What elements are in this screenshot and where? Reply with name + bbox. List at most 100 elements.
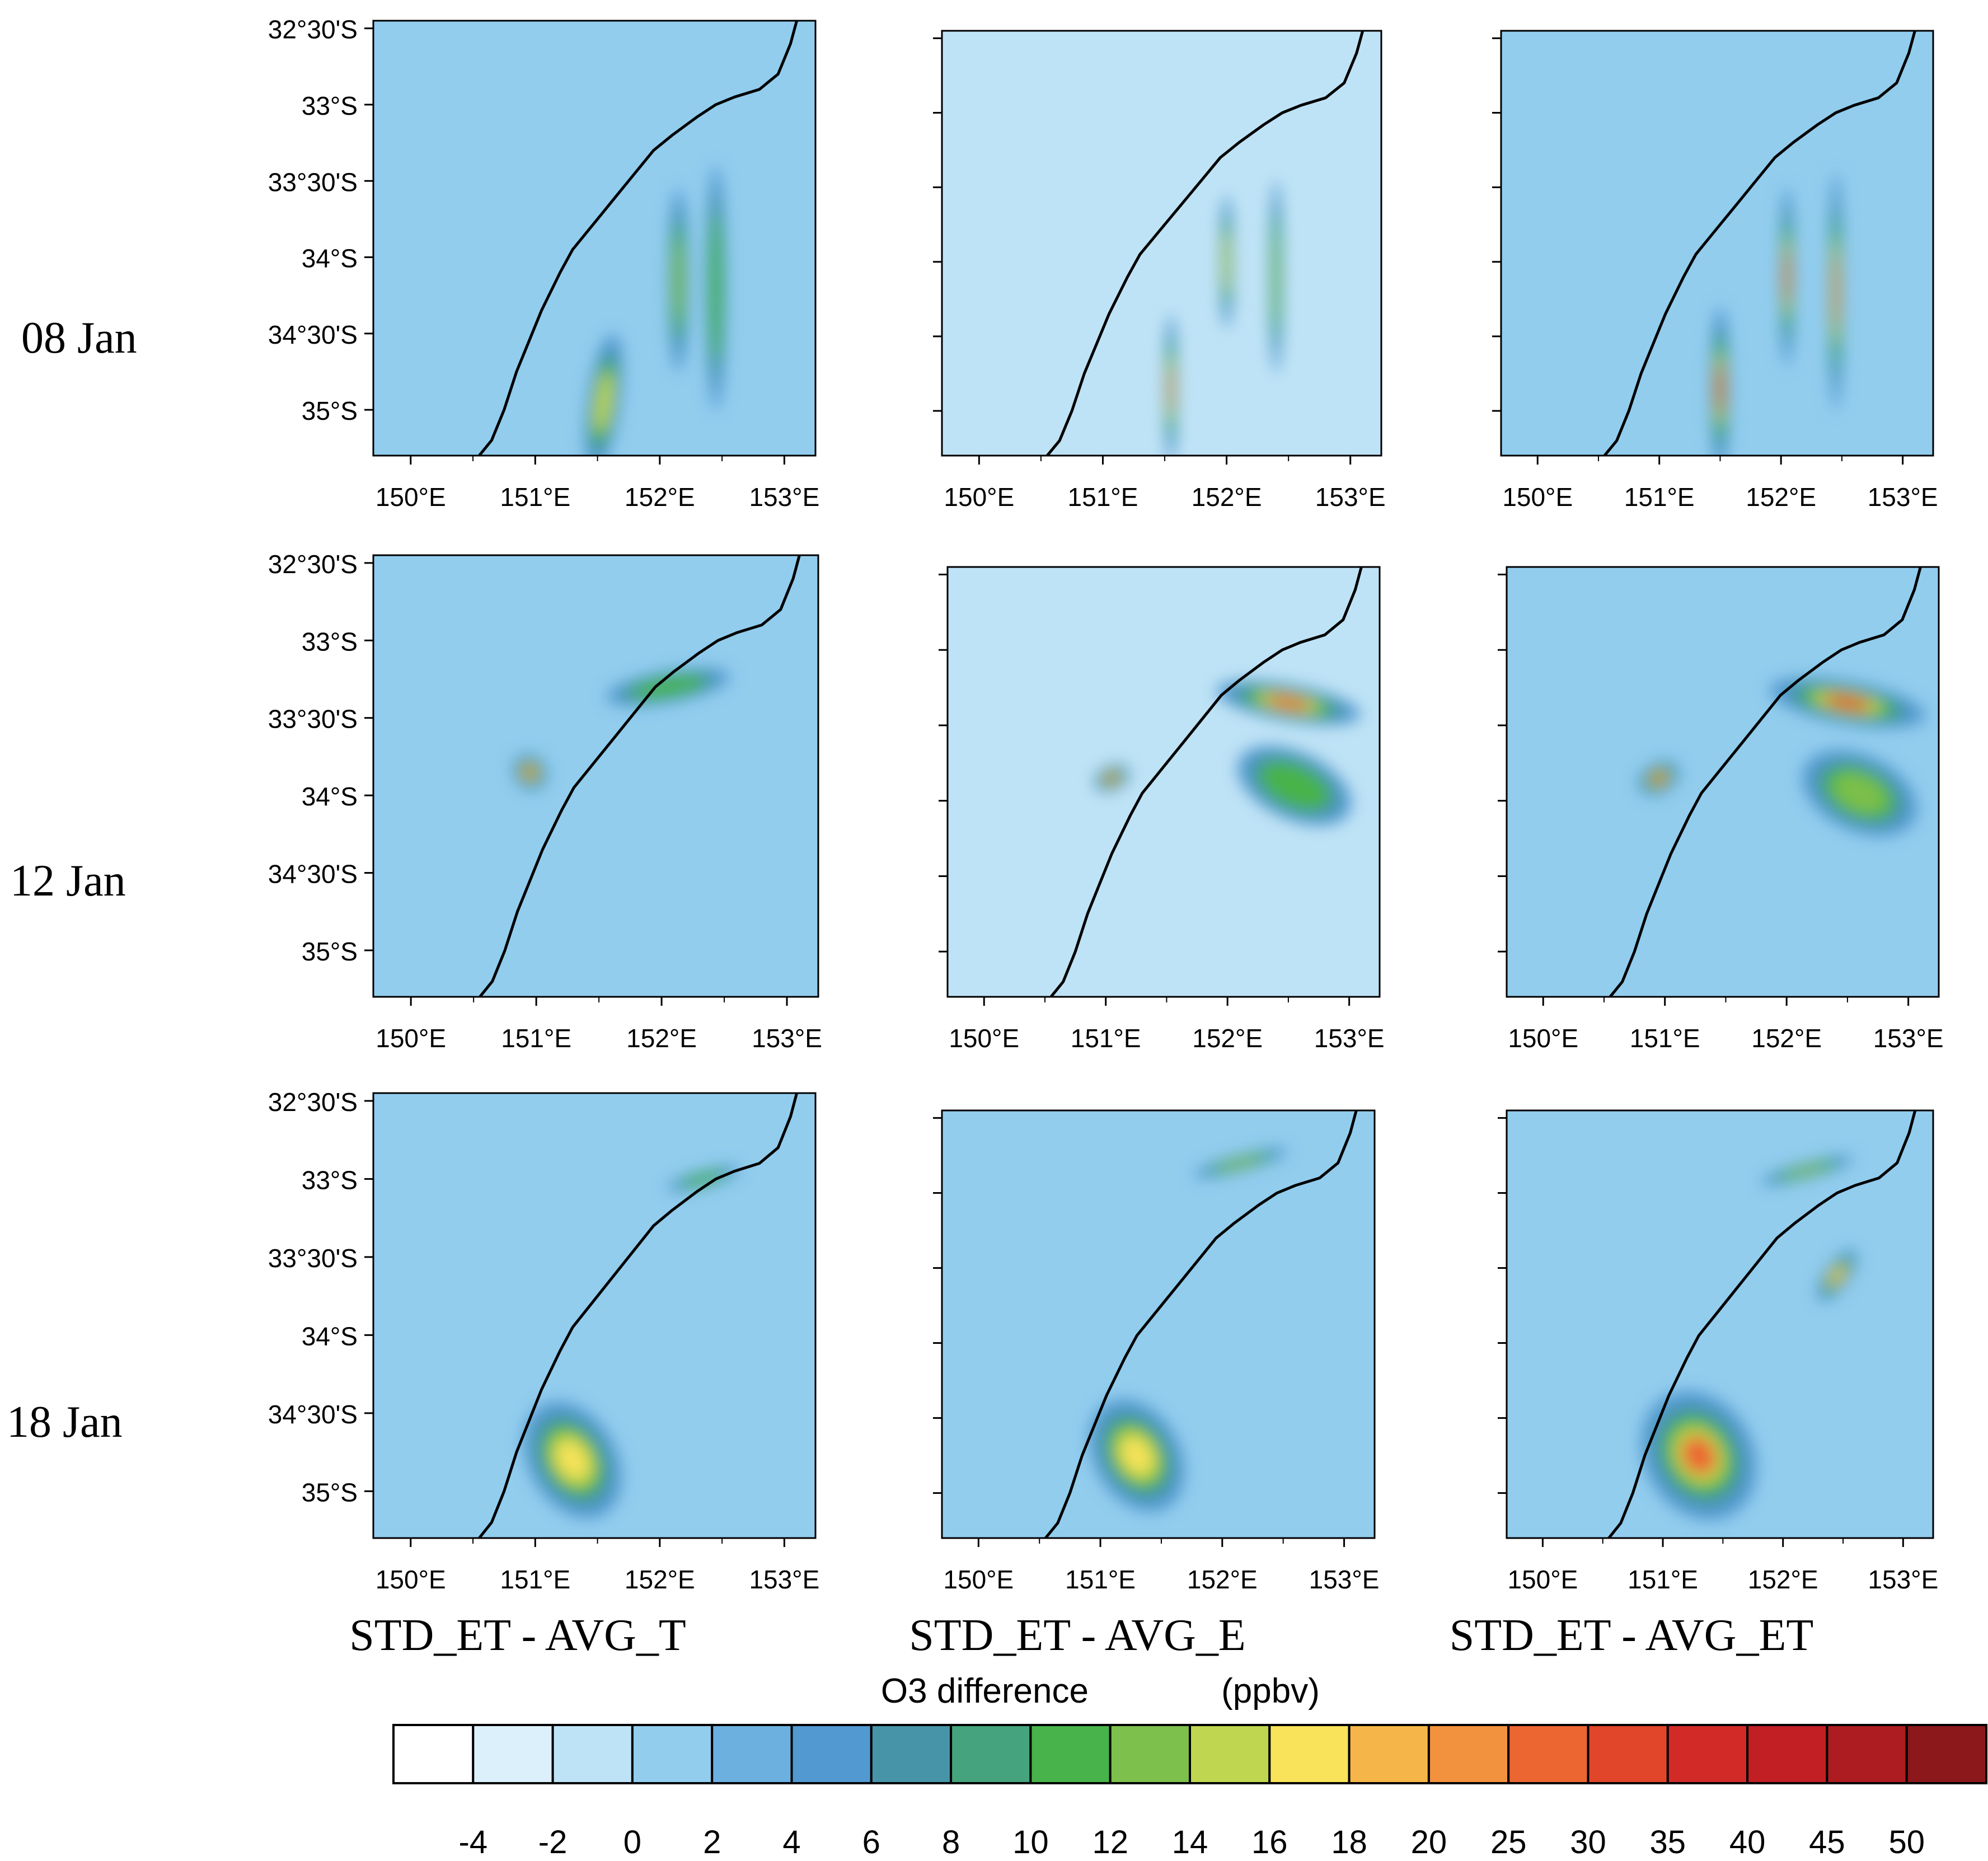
colorbar-label: -2 [538, 1824, 568, 1860]
lon-tick-label: 150°E [944, 482, 1014, 512]
colorbar-swatch [1268, 1724, 1351, 1784]
lat-tick-label: 32°30'S [268, 1087, 358, 1117]
colorbar-swatch [870, 1724, 953, 1784]
lon-tick-label: 151°E [1630, 1024, 1700, 1053]
o3-plume [524, 767, 536, 778]
colorbar-label: -4 [459, 1824, 488, 1860]
colorbar-swatch [472, 1724, 554, 1784]
column-label-avg-t: STD_ET - AVG_T [349, 1611, 686, 1660]
o3-plume [1169, 366, 1173, 411]
colorbar-label: 18 [1331, 1824, 1367, 1860]
lon-tick-label: 153°E [1868, 1565, 1938, 1594]
map-panel: 150°E 151°E 152°E 153°E [1498, 1109, 1938, 1594]
colorbar-swatch [790, 1724, 873, 1784]
lat-tick-label: 33°30'S [268, 1244, 358, 1273]
colorbar-label: 14 [1172, 1824, 1208, 1860]
lon-tick-label: 150°E [943, 1565, 1014, 1594]
colorbar-swatch [1507, 1724, 1590, 1784]
colorbar-label: 16 [1251, 1824, 1288, 1860]
colorbar-swatch [950, 1724, 1032, 1784]
o3-plume [1717, 364, 1723, 414]
coastline [1049, 567, 1363, 997]
coastline [1046, 31, 1365, 456]
map-panel: 32°30'S 33°S 33°30'S 34°S 34°30'S 35°S 150°E 15… [268, 550, 822, 1053]
lat-tick-label: 32°30'S [268, 15, 358, 44]
lat-tick-label: 34°30'S [268, 1400, 358, 1429]
o3-plume [1824, 695, 1871, 710]
colorbar-swatch [1746, 1724, 1828, 1784]
o3-plume [1681, 1436, 1717, 1475]
coastline [478, 21, 799, 456]
colorbar-label: 50 [1888, 1824, 1925, 1860]
lat-tick-label: 33°S [302, 627, 358, 656]
lon-tick-label: 151°E [501, 1024, 571, 1053]
lon-tick-label: 153°E [1873, 1024, 1944, 1053]
colorbar-swatch [1029, 1724, 1112, 1784]
lat-tick-label: 34°S [302, 1321, 358, 1351]
colorbar-swatch [1826, 1724, 1908, 1784]
lon-tick-label: 152°E [1192, 1024, 1263, 1053]
coastline [1044, 1110, 1358, 1538]
colorbar-title: O3 difference [881, 1672, 1089, 1710]
colorbar-label: 4 [782, 1824, 800, 1860]
o3-plume [649, 681, 687, 693]
coastline [478, 1093, 799, 1538]
colorbar-swatch [631, 1724, 714, 1784]
lon-tick-label: 151°E [500, 1565, 570, 1594]
colorbar-swatch [1189, 1724, 1271, 1784]
column-label-avg-e: STD_ET - AVG_E [909, 1611, 1246, 1660]
panel-frame [941, 1109, 1376, 1539]
colorbar-label: 35 [1650, 1824, 1686, 1860]
colorbar-label: 8 [942, 1824, 960, 1860]
lat-tick-label: 33°S [302, 1165, 358, 1194]
o3-plume [1831, 1268, 1843, 1283]
o3-plume [557, 1442, 588, 1478]
colorbar-swatch [551, 1724, 634, 1784]
o3-plume [1225, 241, 1229, 282]
o3-plume [1785, 250, 1789, 304]
panel-frame [941, 30, 1382, 457]
lon-tick-label: 150°E [376, 1565, 446, 1594]
panel-frame [372, 1092, 817, 1539]
panel-frame [372, 554, 819, 998]
colorbar-swatch [1109, 1724, 1191, 1784]
lat-tick-label: 35°S [302, 396, 358, 425]
lon-tick-label: 153°E [1309, 1565, 1380, 1594]
lon-tick-label: 150°E [949, 1024, 1019, 1053]
o3-plume [1842, 780, 1877, 807]
colorbar-swatch [1905, 1724, 1987, 1784]
colorbar-label: 6 [862, 1824, 880, 1860]
lat-tick-label: 33°30'S [268, 705, 358, 734]
colorbar-label: 45 [1809, 1824, 1845, 1860]
map-panel: 32°30'S 33°S 33°30'S 34°S 34°30'S 35°S 150°E 15… [268, 15, 819, 512]
colorbar-label: 12 [1092, 1824, 1128, 1860]
panel-frame [1506, 1109, 1934, 1539]
map-panel: 150°E 151°E 152°E 153°E [1498, 566, 1944, 1053]
map-panel: 150°E 151°E 152°E 153°E [939, 566, 1385, 1053]
colorbar-labels: -4 -2 0 2 4 6 8 10 12 14 16 18 20 25 30 35 40 45 50 [459, 1824, 1925, 1860]
colorbar-swatch [1427, 1724, 1510, 1784]
lon-tick-label: 152°E [625, 482, 695, 512]
map-background [942, 31, 1381, 456]
row-label-08-jan: 08 Jan [21, 313, 137, 363]
o3-plume [1652, 773, 1665, 784]
panel-frame [372, 20, 817, 457]
lon-tick-label: 152°E [1751, 1024, 1822, 1053]
lon-tick-label: 152°E [626, 1024, 697, 1053]
panel-frame [1500, 30, 1934, 457]
o3-plume [1226, 1159, 1255, 1168]
lon-tick-label: 153°E [749, 1565, 819, 1594]
lat-tick-label: 35°S [302, 937, 358, 966]
colorbar-swatch [711, 1724, 793, 1784]
map-background [373, 555, 818, 997]
colorbar-units: (ppbv) [1221, 1672, 1320, 1710]
colorbar-swatch [1666, 1724, 1749, 1784]
coastline [479, 555, 801, 997]
lon-tick-label: 153°E [1868, 482, 1938, 512]
lon-tick-label: 151°E [1068, 482, 1138, 512]
lon-tick-label: 153°E [1315, 482, 1386, 512]
lon-tick-label: 152°E [1192, 482, 1262, 512]
map-panel: 150°E 151°E 152°E 153°E [933, 1109, 1380, 1594]
map-panel: 150°E 151°E 152°E 153°E [1492, 30, 1938, 512]
